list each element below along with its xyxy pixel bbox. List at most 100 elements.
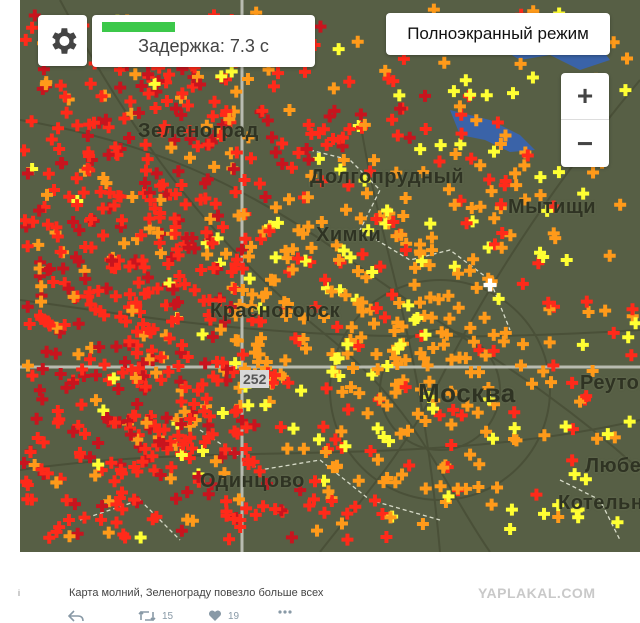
lightning-strike-marker	[341, 507, 354, 520]
lightning-strike-marker	[218, 315, 231, 328]
lightning-strike-marker	[580, 390, 593, 403]
lightning-strike-marker	[483, 278, 497, 292]
lightning-strike-marker	[180, 232, 193, 245]
fullscreen-button[interactable]: Полноэкранный режим	[386, 13, 610, 55]
lightning-strike-marker	[339, 440, 352, 453]
lightning-strike-marker	[211, 209, 224, 222]
road-network	[20, 0, 640, 552]
lightning-strike-marker	[129, 68, 142, 81]
lightning-strike-marker	[34, 256, 47, 269]
lightning-strike-marker	[377, 476, 390, 489]
lightning-strike-marker	[332, 43, 345, 56]
lightning-strike-marker	[387, 216, 400, 229]
lightning-strike-marker	[228, 425, 241, 438]
lightning-strike-marker	[150, 510, 163, 523]
lightning-strike-marker	[349, 500, 362, 513]
lightning-strike-marker	[437, 461, 450, 474]
lightning-strike-marker	[285, 161, 298, 174]
lightning-strike-marker	[252, 355, 265, 368]
lightning-strike-marker	[317, 420, 330, 433]
lightning-strike-marker	[182, 241, 195, 254]
lightning-strike-marker	[341, 533, 354, 546]
lightning-strike-marker	[453, 100, 466, 113]
lightning-strike-marker	[295, 384, 308, 397]
retweet-button[interactable]: 15	[138, 610, 173, 622]
lightning-strike-marker	[389, 476, 402, 489]
lightning-strike-marker	[108, 199, 121, 212]
zoom-out-button[interactable]: −	[576, 127, 594, 159]
lightning-strike-marker	[440, 328, 453, 341]
reply-button[interactable]	[68, 610, 84, 622]
lightning-strike-marker	[371, 363, 384, 376]
lightning-strike-marker	[424, 217, 437, 230]
lightning-strike-marker	[301, 191, 314, 204]
lightning-strike-marker	[299, 254, 312, 267]
lightning-strike-marker	[614, 198, 627, 211]
lightning-strike-marker	[134, 531, 147, 544]
lightning-strike-marker	[69, 251, 82, 264]
lightning-strike-marker	[483, 173, 496, 186]
lightning-strike-marker	[492, 292, 505, 305]
lightning-strike-marker	[242, 250, 255, 263]
lightning-strike-marker	[139, 138, 152, 151]
lightning-strike-marker	[21, 167, 34, 180]
zoom-in-button[interactable]: +	[561, 73, 609, 120]
lightning-strike-marker	[271, 216, 284, 229]
lightning-strike-marker	[516, 277, 529, 290]
lightning-strike-marker	[534, 246, 547, 259]
lightning-strike-marker	[445, 438, 458, 451]
lightning-strike-marker	[467, 253, 480, 266]
lightning-strike-marker	[265, 273, 278, 286]
lightning-strike-marker	[413, 296, 426, 309]
more-button[interactable]	[278, 610, 292, 614]
lightning-strike-marker	[455, 409, 468, 422]
map-canvas[interactable]	[20, 0, 640, 552]
lightning-strike-marker	[95, 464, 108, 477]
lightning-strike-marker	[241, 453, 254, 466]
lightning-strike-marker	[432, 293, 445, 306]
lightning-strike-marker	[138, 287, 151, 300]
lightning-strike-marker	[214, 129, 227, 142]
lightning-strike-marker	[261, 477, 274, 490]
lightning-strike-marker	[397, 52, 410, 65]
lightning-strike-marker	[402, 424, 415, 437]
lightning-strike-marker	[97, 404, 110, 417]
lightning-strike-marker	[43, 531, 56, 544]
like-button[interactable]: 19	[208, 610, 239, 622]
lightning-strike-marker	[434, 480, 447, 493]
lightning-strike-marker	[538, 507, 551, 520]
lightning-strike-marker	[368, 317, 381, 330]
lightning-strike-marker	[125, 107, 138, 120]
lightning-strike-marker	[87, 116, 100, 129]
lightning-strike-marker	[85, 341, 98, 354]
lightning-strike-marker	[497, 335, 510, 348]
lightning-strike-marker	[519, 146, 532, 159]
lightning-strike-marker	[386, 113, 399, 126]
lightning-strike-marker	[58, 277, 71, 290]
lightning-strike-marker	[20, 214, 31, 227]
lightning-strike-marker	[487, 328, 500, 341]
lightning-map[interactable]: Зеленоград Долгопрудный Химки Красногорс…	[20, 0, 640, 552]
lightning-strike-marker	[448, 260, 461, 273]
lightning-strike-marker	[229, 357, 242, 370]
lightning-strike-marker	[518, 159, 531, 172]
lightning-strike-marker	[272, 67, 285, 80]
lightning-strike-marker	[552, 166, 565, 179]
lightning-strike-marker	[62, 513, 75, 526]
lightning-strike-marker	[111, 148, 124, 161]
lightning-strike-marker	[368, 154, 381, 167]
lightning-strike-marker	[320, 382, 333, 395]
lightning-strike-marker	[139, 442, 152, 455]
settings-button[interactable]	[38, 15, 87, 66]
grid-lines	[20, 0, 640, 552]
lightning-strike-marker	[202, 431, 215, 444]
lightning-strike-marker	[300, 142, 313, 155]
lightning-strike-marker	[181, 351, 194, 364]
lightning-strike-marker	[60, 494, 73, 507]
lightning-strike-marker	[383, 207, 396, 220]
lightning-strike-marker	[289, 332, 302, 345]
lightning-strike-marker	[208, 129, 221, 142]
lightning-strike-marker	[626, 310, 639, 323]
lightning-strike-marker	[110, 340, 123, 353]
lightning-strike-marker	[103, 202, 116, 215]
